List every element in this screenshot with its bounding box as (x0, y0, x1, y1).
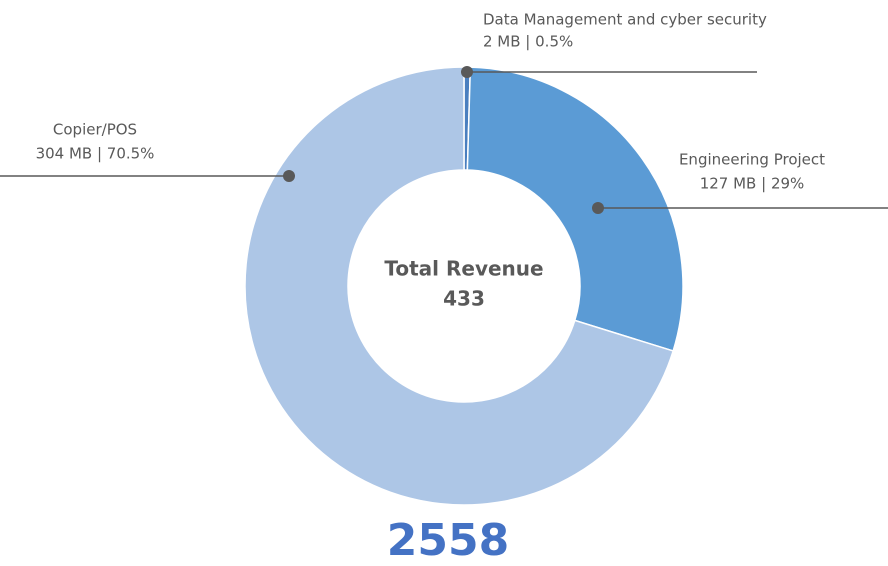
leader-dot (592, 202, 604, 214)
slice-label: Data Management and cyber security (483, 11, 767, 29)
slice (466, 66, 684, 352)
center-title: Total Revenue (384, 257, 543, 281)
center-value: 433 (443, 287, 485, 311)
leader-dot (461, 66, 473, 78)
slice-value-label: 127 MB | 29% (700, 175, 805, 193)
slice-value-label: 304 MB | 70.5% (36, 145, 155, 163)
slice-value-label: 2 MB | 0.5% (483, 33, 573, 51)
slice-label: Copier/POS (53, 121, 137, 139)
slice (244, 66, 675, 506)
footer-value: 2558 (387, 515, 509, 566)
slices (244, 66, 684, 506)
slice-label: Engineering Project (679, 151, 825, 169)
leader-dot (283, 170, 295, 182)
